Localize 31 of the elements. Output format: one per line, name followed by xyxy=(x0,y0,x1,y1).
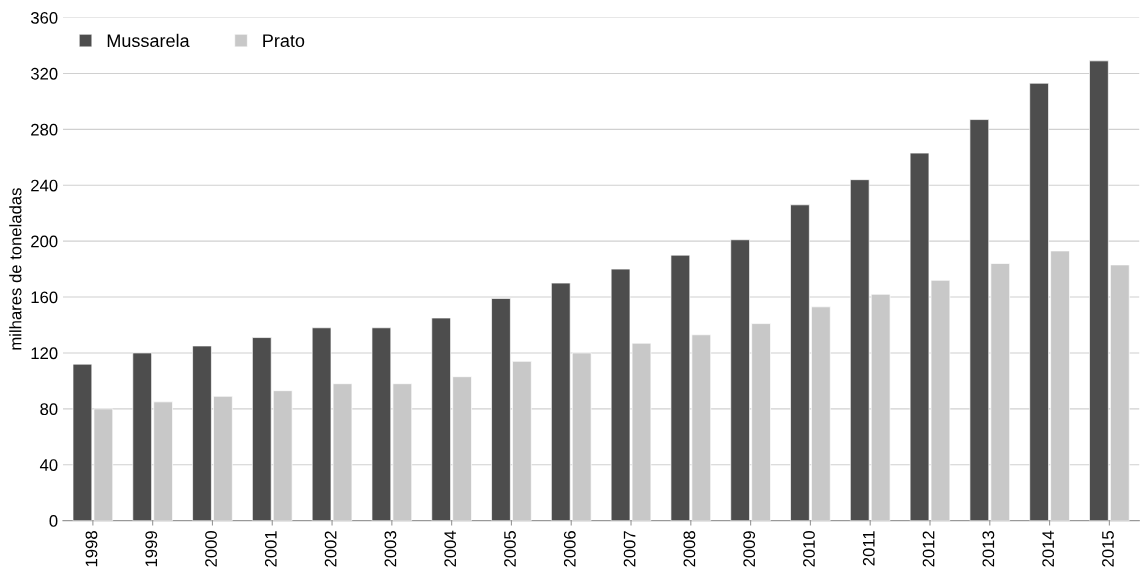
y-tick-label: 200 xyxy=(31,235,58,248)
x-tick-label: 2010 xyxy=(803,531,815,567)
y-tick-label: 320 xyxy=(30,67,58,80)
legend-label: Mussarela xyxy=(107,33,190,48)
x-tick-label: 2003 xyxy=(384,531,397,567)
x-tick-label: 2005 xyxy=(504,531,516,567)
x-tick-label: 2015 xyxy=(1102,531,1114,567)
x-tick-label: 2006 xyxy=(563,531,576,567)
legend-label: Prato xyxy=(263,34,305,48)
x-tick-label: 2002 xyxy=(324,531,337,567)
y-tick-label: 80 xyxy=(40,403,58,416)
x-tick-label: 1998 xyxy=(85,531,98,567)
y-tick-label: 360 xyxy=(30,11,58,24)
x-tick-label: 2012 xyxy=(922,531,935,567)
x-tick-label: 2004 xyxy=(444,530,457,567)
y-tick-label: 40 xyxy=(39,459,58,471)
y-tick-label: 280 xyxy=(31,123,58,136)
y-tick-label: 240 xyxy=(31,179,58,192)
x-tick-label: 1999 xyxy=(145,531,158,567)
x-tick-label: 2008 xyxy=(683,531,696,567)
y-tick-label: 0 xyxy=(49,515,58,527)
y-tick-label: 160 xyxy=(31,291,58,304)
x-tick-label: 2014 xyxy=(1042,530,1055,567)
x-tick-label: 2013 xyxy=(982,531,995,567)
y-axis-title: milhares de toneladas xyxy=(9,188,22,350)
x-tick-label: 2011 xyxy=(862,531,875,566)
x-tick-label: 2007 xyxy=(623,531,636,567)
y-tick-label: 120 xyxy=(31,347,58,360)
x-tick-label: 2009 xyxy=(743,531,756,567)
x-tick-label: 2000 xyxy=(205,531,217,567)
x-tick-label: 2001 xyxy=(264,531,277,567)
